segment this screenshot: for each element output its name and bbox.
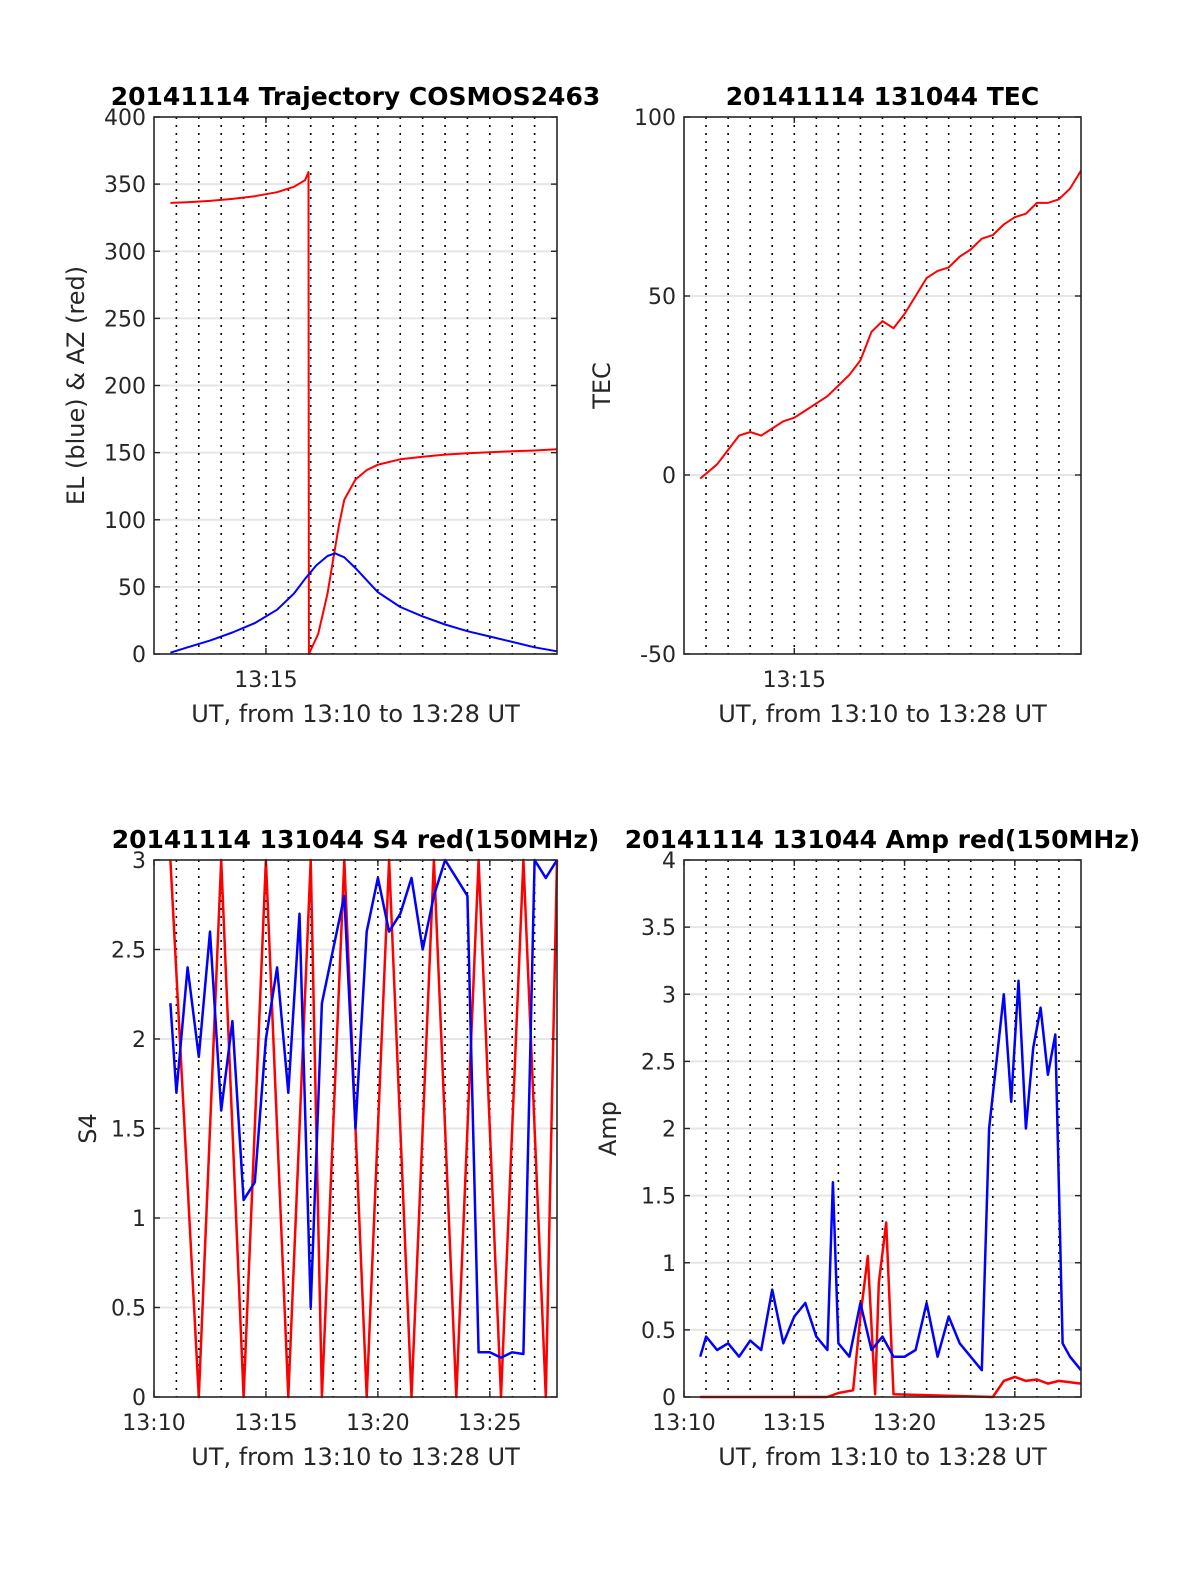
y-tick-label: 50 [118,576,146,601]
y-tick-label: 0 [662,464,676,489]
y-tick-label: 2 [132,1028,146,1053]
y-tick-label: -50 [640,643,676,668]
y-tick-label: 150 [104,442,146,467]
y-tick-label: 100 [104,509,146,534]
chart-panel-2: -50 0 50 100 13:15 20141114 131044 TEC UT, fro… [588,82,1082,728]
x-tick-label: 13:10 [122,1411,185,1436]
y-tick-label: 250 [104,307,146,332]
x-tick-label: 13:25 [458,1411,521,1436]
x-axis-label: UT, from 13:10 to 13:28 UT [191,1443,520,1471]
x-tick-label: 13:20 [873,1411,936,1436]
y-tick-label: 0 [132,643,146,668]
y-tick-label: 3 [662,983,676,1008]
y-axis-label: TEC [588,362,616,410]
chart-title: 20141114 131044 Amp red(150MHz) [625,825,1141,854]
chart-title: 20141114 131044 S4 red(150MHz) [112,825,600,854]
y-tick-label: 1 [132,1207,146,1232]
y-tick-label: 0 [662,1386,676,1411]
axes-box [683,116,1082,655]
x-axis-label: UT, from 13:10 to 13:28 UT [718,1443,1047,1471]
y-axis-label: S4 [74,1113,102,1144]
y-tick-label: 4 [662,849,676,874]
y-tick-label: 300 [104,240,146,265]
y-tick-label: 2 [662,1118,676,1143]
x-tick-label: 13:15 [234,668,297,693]
x-tick-label: 13:25 [983,1411,1046,1436]
x-axis-label: UT, from 13:10 to 13:28 UT [718,700,1047,728]
chart-panel-1: 0 50 100 150 200 250 300 350 400 13:15 20141114 Tr… [62,82,600,728]
y-tick-label: 100 [634,106,676,131]
y-tick-label: 200 [104,375,146,400]
y-tick-label: 1.5 [641,1185,676,1210]
x-tick-label: 13:15 [234,1411,297,1436]
series-line-1 [170,171,558,655]
series-line-1 [699,170,1082,480]
y-tick-label: 400 [104,106,146,131]
x-tick-label: 13:15 [763,1411,826,1436]
series-line-2 [170,552,558,654]
y-tick-label: 50 [648,285,676,310]
chart-title: 20141114 131044 TEC [726,82,1039,111]
y-tick-label: 1.5 [111,1118,146,1143]
series-line-1 [700,1221,1082,1399]
series-line-2 [699,979,1082,1372]
y-tick-label: 0 [132,1386,146,1411]
y-tick-label: 0.5 [111,1297,146,1322]
y-axis-label: EL (blue) & AZ (red) [62,266,90,505]
chart-panel-4: 0 0.5 1 1.5 2 2.5 3 3.5 4 13:10 13:15 13:20 13:25 201… [594,825,1140,1471]
y-tick-label: 1 [662,1252,676,1277]
y-tick-label: 3 [132,849,146,874]
x-tick-label: 13:10 [652,1411,715,1436]
x-tick-label: 13:15 [763,668,826,693]
x-axis-label: UT, from 13:10 to 13:28 UT [191,700,520,728]
y-axis-label: Amp [594,1101,622,1156]
chart-title: 20141114 Trajectory COSMOS2463 [111,82,601,111]
y-tick-label: 2.5 [111,939,146,964]
chart-panel-3: 0 0.5 1 1.5 2 2.5 3 13:10 13:15 13:20 13:25 2014111… [74,825,599,1471]
y-tick-label: 3.5 [641,916,676,941]
y-tick-label: 0.5 [641,1319,676,1344]
series-line-2 [169,858,559,1359]
y-tick-label: 350 [104,173,146,198]
y-tick-label: 2.5 [641,1050,676,1075]
x-tick-label: 13:20 [346,1411,409,1436]
